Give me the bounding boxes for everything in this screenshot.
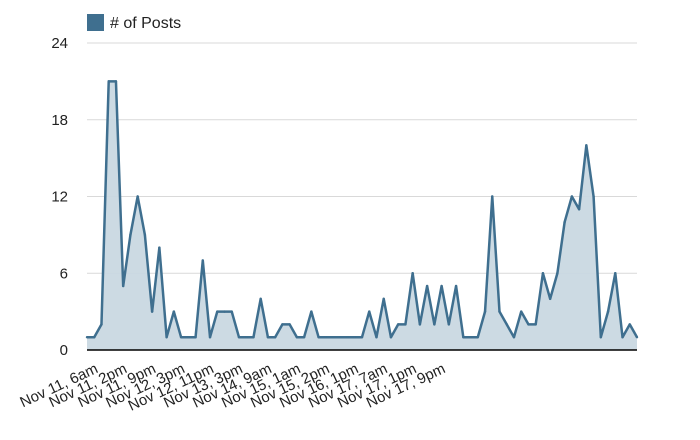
data-point xyxy=(469,336,472,339)
data-point xyxy=(389,336,393,339)
data-point xyxy=(187,336,190,339)
legend-swatch xyxy=(87,14,104,31)
data-point xyxy=(592,195,595,198)
data-point xyxy=(606,310,610,313)
data-point xyxy=(245,336,248,339)
data-point xyxy=(331,336,335,339)
data-point xyxy=(273,336,277,339)
data-point xyxy=(368,310,371,313)
y-tick-labels: 0 6 12 18 24 xyxy=(51,35,68,359)
data-point xyxy=(527,323,530,326)
data-point xyxy=(136,195,139,198)
data-point xyxy=(346,336,349,339)
data-point xyxy=(93,336,96,339)
y-tick-label: 18 xyxy=(51,112,68,129)
series-fill xyxy=(87,81,637,350)
data-point xyxy=(635,336,639,339)
data-point xyxy=(216,310,219,313)
data-point xyxy=(396,323,400,326)
data-point xyxy=(317,336,320,339)
y-tick-label: 6 xyxy=(60,265,68,282)
y-tick-label: 0 xyxy=(60,342,68,359)
data-point xyxy=(143,233,147,237)
data-point xyxy=(628,323,631,326)
data-point xyxy=(100,323,103,326)
data-point xyxy=(382,297,385,301)
data-point xyxy=(85,336,89,339)
legend-label: # of Posts xyxy=(110,15,181,32)
data-point xyxy=(266,336,270,339)
data-point xyxy=(179,336,183,339)
data-point xyxy=(498,310,501,313)
data-point xyxy=(194,336,197,339)
data-point xyxy=(237,336,241,339)
data-point xyxy=(288,323,291,326)
data-point xyxy=(541,272,545,275)
data-point xyxy=(353,336,356,339)
data-point xyxy=(462,336,465,339)
data-point xyxy=(375,336,378,339)
data-point xyxy=(360,336,364,339)
data-point xyxy=(150,310,154,313)
data-point xyxy=(281,323,284,326)
data-point xyxy=(208,336,212,339)
data-point xyxy=(621,336,624,339)
data-point xyxy=(599,336,603,339)
data-point xyxy=(411,272,414,275)
data-point xyxy=(454,284,458,288)
data-point xyxy=(223,310,226,313)
data-point xyxy=(129,233,132,237)
data-point xyxy=(165,336,168,339)
y-tick-label: 12 xyxy=(51,189,68,206)
data-point xyxy=(172,310,176,313)
data-point xyxy=(476,336,479,339)
legend: # of Posts xyxy=(87,14,181,32)
series-area xyxy=(85,80,639,350)
data-point xyxy=(295,336,299,339)
data-point xyxy=(433,323,436,326)
data-point xyxy=(447,323,451,326)
data-point xyxy=(324,336,328,339)
data-point xyxy=(520,310,523,313)
data-point xyxy=(339,336,342,339)
data-point xyxy=(158,246,161,249)
data-point xyxy=(556,272,559,275)
data-point xyxy=(563,220,566,224)
data-point xyxy=(252,336,255,339)
data-point xyxy=(230,310,233,313)
grid-lines xyxy=(87,42,637,274)
data-point xyxy=(302,336,306,339)
data-point xyxy=(548,297,552,301)
data-point xyxy=(577,208,581,211)
data-point xyxy=(259,297,262,301)
data-point xyxy=(107,80,110,83)
data-point xyxy=(491,195,494,198)
data-point xyxy=(534,323,537,326)
data-point xyxy=(614,272,617,275)
data-point xyxy=(404,323,407,326)
y-tick-label: 24 xyxy=(51,35,68,52)
data-point xyxy=(121,284,125,288)
data-point xyxy=(440,284,443,288)
data-point xyxy=(505,323,508,326)
data-point xyxy=(425,284,429,288)
data-point xyxy=(512,336,516,339)
data-point xyxy=(483,310,487,313)
data-point xyxy=(418,323,422,326)
data-point xyxy=(570,195,574,198)
data-point xyxy=(310,310,313,313)
data-point xyxy=(585,144,588,147)
data-point xyxy=(114,80,118,83)
data-point xyxy=(201,259,204,262)
